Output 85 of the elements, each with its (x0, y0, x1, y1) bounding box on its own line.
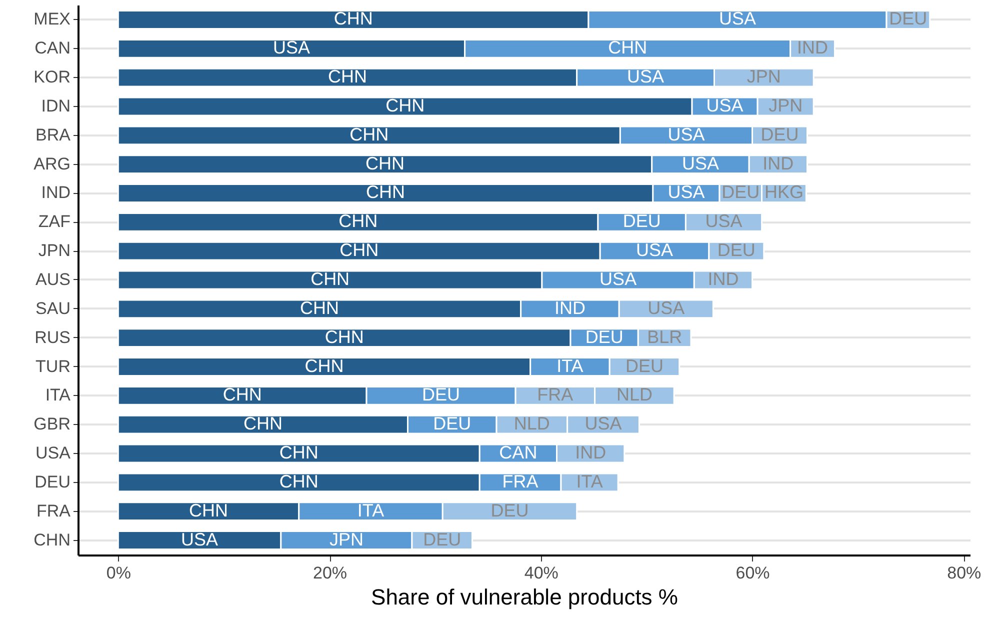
y-tick-label: KOR (34, 68, 70, 87)
data-label: CHN (366, 182, 406, 202)
y-tick-label: DEU (34, 472, 70, 492)
y-tick-label: MEX (34, 10, 70, 29)
data-label: DEU (433, 414, 472, 434)
data-label: IND (762, 153, 794, 174)
data-label: ITA (556, 356, 584, 376)
data-label: CHN (338, 211, 378, 232)
data-label: CHN (340, 240, 379, 260)
data-label: USA (181, 529, 218, 550)
data-label: FRA (502, 471, 538, 492)
data-label: DEU (422, 384, 460, 405)
data-label: BLR (647, 326, 682, 347)
data-label: USA (705, 211, 742, 232)
data-label: DEU (490, 500, 529, 520)
data-label: DEU (722, 182, 760, 202)
x-tick-label: 60% (736, 564, 770, 582)
data-label: CHN (334, 8, 373, 29)
x-tick-label: 80% (947, 564, 982, 582)
y-tick-label: USA (36, 444, 72, 462)
y-tick-label: ZAF (38, 212, 70, 232)
data-label: JPN (329, 529, 364, 550)
data-label: DEU (622, 211, 661, 232)
data-label: NLD (514, 414, 550, 434)
data-label: USA (668, 124, 705, 144)
data-label: USA (627, 66, 664, 87)
y-tick-label: CAN (34, 38, 70, 58)
data-label: CHN (608, 38, 648, 58)
y-tick-label: GBR (34, 414, 70, 434)
y-tick-label: ITA (45, 386, 72, 405)
data-label: DEU (717, 240, 756, 260)
y-tick-label: ARG (34, 154, 70, 174)
data-label: CAN (499, 442, 538, 462)
data-label: USA (668, 182, 705, 202)
data-label: HKG (764, 182, 804, 202)
data-label: IND (575, 442, 606, 462)
y-tick-label: FRA (36, 501, 72, 520)
x-tick-label: 40% (524, 564, 558, 582)
data-label: USA (648, 298, 685, 318)
data-label: ITA (576, 471, 603, 492)
y-tick-label: SAU (36, 298, 70, 318)
data-label: USA (600, 269, 637, 289)
x-tick-label: 20% (313, 564, 348, 582)
data-label: DEU (760, 124, 799, 144)
data-label: USA (584, 414, 622, 434)
y-tick-label: AUS (36, 270, 70, 289)
data-label: CHN (310, 269, 350, 289)
data-label: CHN (304, 356, 344, 376)
data-label: FRA (537, 384, 574, 405)
data-label: CHN (350, 124, 389, 144)
data-label: CHN (279, 471, 318, 492)
y-tick-label: IND (41, 183, 70, 202)
data-label: NLD (616, 384, 652, 405)
data-label: CHN (328, 66, 367, 87)
y-tick-label: RUS (34, 328, 70, 347)
data-label: CHN (386, 96, 425, 116)
data-label: ITA (357, 500, 384, 520)
data-label: USA (718, 8, 756, 29)
data-label: DEU (625, 356, 664, 376)
data-label: USA (706, 96, 744, 116)
data-label: IND (797, 38, 828, 58)
data-label: CHN (324, 326, 364, 347)
data-label: CHN (189, 500, 228, 520)
data-label: CHN (243, 414, 282, 434)
y-tick-label: BRA (36, 125, 72, 144)
data-label: CHN (300, 298, 339, 318)
y-tick-label: CHN (34, 530, 70, 550)
y-tick-label: IDN (41, 96, 70, 116)
data-label: DEU (889, 8, 928, 29)
y-tick-label: TUR (36, 356, 70, 376)
data-label: JPN (746, 66, 781, 87)
data-label: IND (708, 269, 739, 289)
data-label: IND (554, 298, 586, 318)
x-tick-label: 0% (106, 564, 131, 582)
data-label: JPN (768, 96, 803, 116)
x-axis-title: Share of vulnerable products % (371, 584, 678, 610)
data-label: USA (636, 240, 674, 260)
data-label: DEU (423, 529, 462, 550)
data-label: USA (272, 38, 310, 58)
data-label: CHN (222, 384, 262, 405)
data-label: CHN (279, 442, 318, 462)
data-label: CHN (366, 153, 405, 174)
y-tick-label: JPN (38, 241, 70, 260)
data-label: USA (682, 153, 720, 174)
data-label: DEU (585, 326, 624, 347)
